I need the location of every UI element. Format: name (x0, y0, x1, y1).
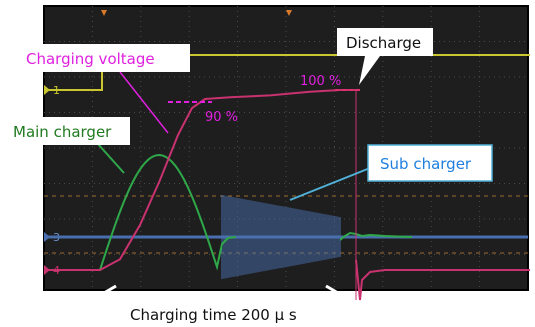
sub-charger-leader (289, 167, 371, 201)
channel1-marker-icon (44, 85, 50, 95)
sub-charger-callout: Sub charger (380, 155, 472, 173)
charging-time-label: Charging time 200 μ s (130, 306, 297, 324)
ninety-percent-label: 90 % (205, 110, 238, 125)
main-charger-trace (44, 153, 237, 271)
channel1-marker: 1 (44, 84, 60, 97)
main-charger-callout: Main charger (13, 123, 112, 141)
charging-voltage-after-discharge (44, 259, 530, 301)
sub-charger-callout-box (367, 144, 493, 182)
channel1-marker-label: 1 (53, 84, 60, 97)
trigger-marker-left-icon (101, 10, 107, 16)
main-charger-tail (339, 231, 413, 241)
hundred-percent-label: 100 % (300, 74, 341, 89)
charging-voltage-leader (119, 71, 169, 134)
charging-voltage-callout: Charging voltage (26, 50, 155, 68)
sub-charger-burst (221, 195, 341, 279)
main-charger-leader (97, 143, 125, 174)
charging-voltage-trace (99, 89, 356, 271)
main-charger-callout-box (8, 117, 130, 145)
discharge-callout: Discharge (346, 34, 421, 52)
discharge-callout-box (337, 28, 433, 56)
trigger-marker-right-icon (286, 10, 292, 16)
discharge-callout-pointer (359, 56, 380, 85)
charging-time-arrow (101, 284, 341, 302)
charging-voltage-callout-box (20, 44, 190, 72)
